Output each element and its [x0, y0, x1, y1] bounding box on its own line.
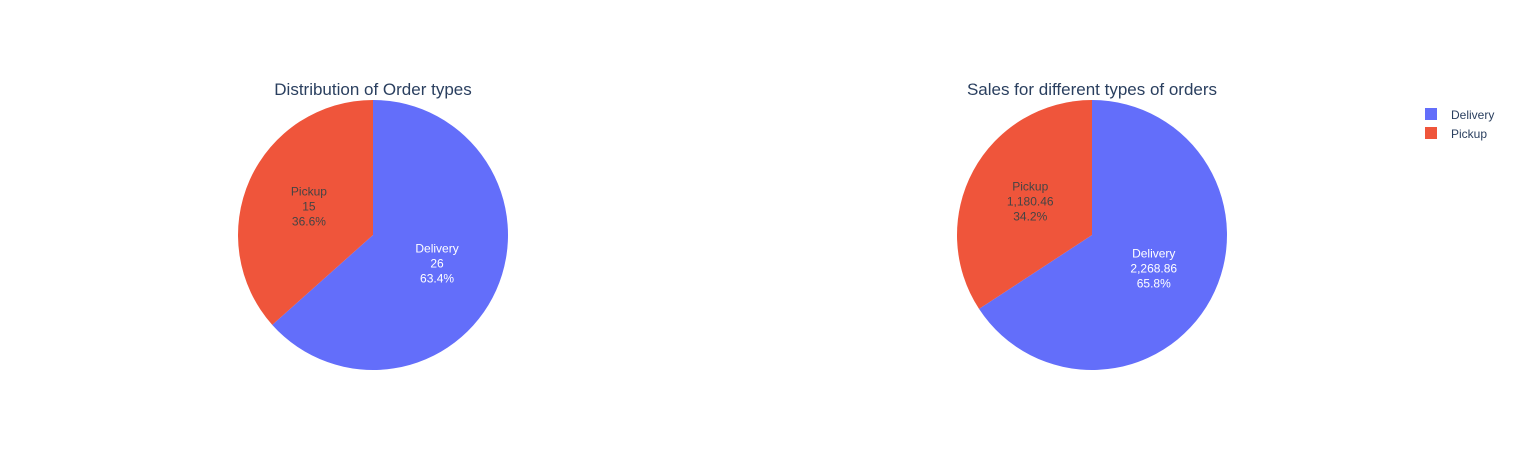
slice-percent: 63.4% — [420, 272, 454, 286]
legend: Delivery Pickup — [1425, 108, 1494, 141]
chart-title: Sales for different types of orders — [967, 80, 1217, 99]
legend-swatch-delivery — [1425, 108, 1437, 120]
pie-slice-pickup[interactable] — [238, 100, 373, 325]
slice-category: Pickup — [1012, 180, 1048, 194]
pie-chart-sales: Sales for different types of orders Deli… — [957, 80, 1227, 371]
pie-slice-delivery[interactable] — [979, 100, 1227, 371]
legend-label: Delivery — [1451, 108, 1494, 122]
slice-label-delivery: Delivery 26 63.4% — [415, 242, 458, 286]
slice-percent: 36.6% — [292, 214, 326, 228]
slice-label-pickup: Pickup 15 36.6% — [291, 184, 327, 228]
slice-percent: 34.2% — [1013, 210, 1047, 224]
slice-category: Delivery — [1132, 246, 1175, 260]
legend-swatch-pickup — [1425, 127, 1437, 139]
slice-category: Pickup — [291, 184, 327, 198]
slice-label-delivery: Delivery 2,268.86 65.8% — [1130, 246, 1177, 290]
slice-value: 2,268.86 — [1130, 261, 1177, 275]
legend-item-pickup[interactable]: Pickup — [1425, 127, 1487, 141]
slice-value: 1,180.46 — [1007, 195, 1054, 209]
pie-slice-pickup[interactable] — [957, 100, 1092, 309]
chart-title: Distribution of Order types — [274, 80, 471, 99]
slice-value: 15 — [302, 199, 316, 213]
slice-percent: 65.8% — [1137, 276, 1171, 290]
slice-value: 26 — [430, 257, 444, 271]
pie-slice-delivery[interactable] — [272, 100, 508, 370]
legend-label: Pickup — [1451, 127, 1487, 141]
pie-chart-order-types: Distribution of Order types Delivery 26 63… — [238, 80, 508, 370]
slice-category: Delivery — [415, 242, 458, 256]
slice-label-pickup: Pickup 1,180.46 34.2% — [1007, 180, 1054, 224]
legend-item-delivery[interactable]: Delivery — [1425, 108, 1494, 122]
